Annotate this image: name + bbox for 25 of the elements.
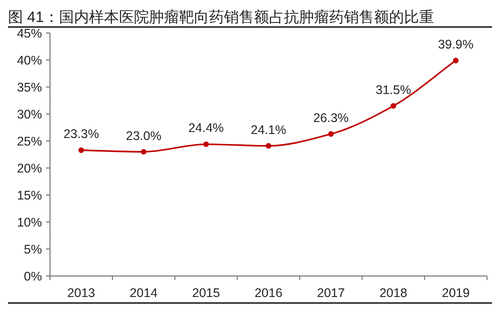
data-label: 39.9% <box>438 38 474 52</box>
y-tick-label: 45% <box>16 26 42 40</box>
title: 图 41：国内样本医院肿瘤靶向药销售额占抗肿瘤药销售额的比重 <box>8 9 434 26</box>
data-label: 23.0% <box>126 128 162 143</box>
x-tick-label: 2017 <box>317 286 345 300</box>
data-label: 31.5% <box>376 82 412 97</box>
data-label: 24.1% <box>250 122 286 137</box>
y-tick-label: 0% <box>24 270 42 284</box>
y-tick-label: 30% <box>16 108 42 122</box>
x-tick-label: 2018 <box>379 286 408 300</box>
y-tick-label: 5% <box>24 242 42 256</box>
x-tick-label: 2014 <box>130 286 158 300</box>
y-tick-label: 35% <box>16 80 42 94</box>
x-tick-label: 2013 <box>67 286 96 300</box>
y-tick-label: 40% <box>16 54 42 68</box>
y-tick-label: 20% <box>16 162 42 176</box>
data-label: 23.3% <box>63 127 99 142</box>
x-tick-label: 2016 <box>254 286 282 300</box>
data-label: 26.3% <box>313 110 349 125</box>
x-tick-label: 2019 <box>442 286 470 300</box>
y-tick-label: 15% <box>16 188 42 202</box>
y-tick-label: 25% <box>16 134 42 148</box>
x-tick-label: 2015 <box>192 286 220 300</box>
y-tick-label: 10% <box>16 216 42 230</box>
data-label: 24.4% <box>188 121 224 136</box>
